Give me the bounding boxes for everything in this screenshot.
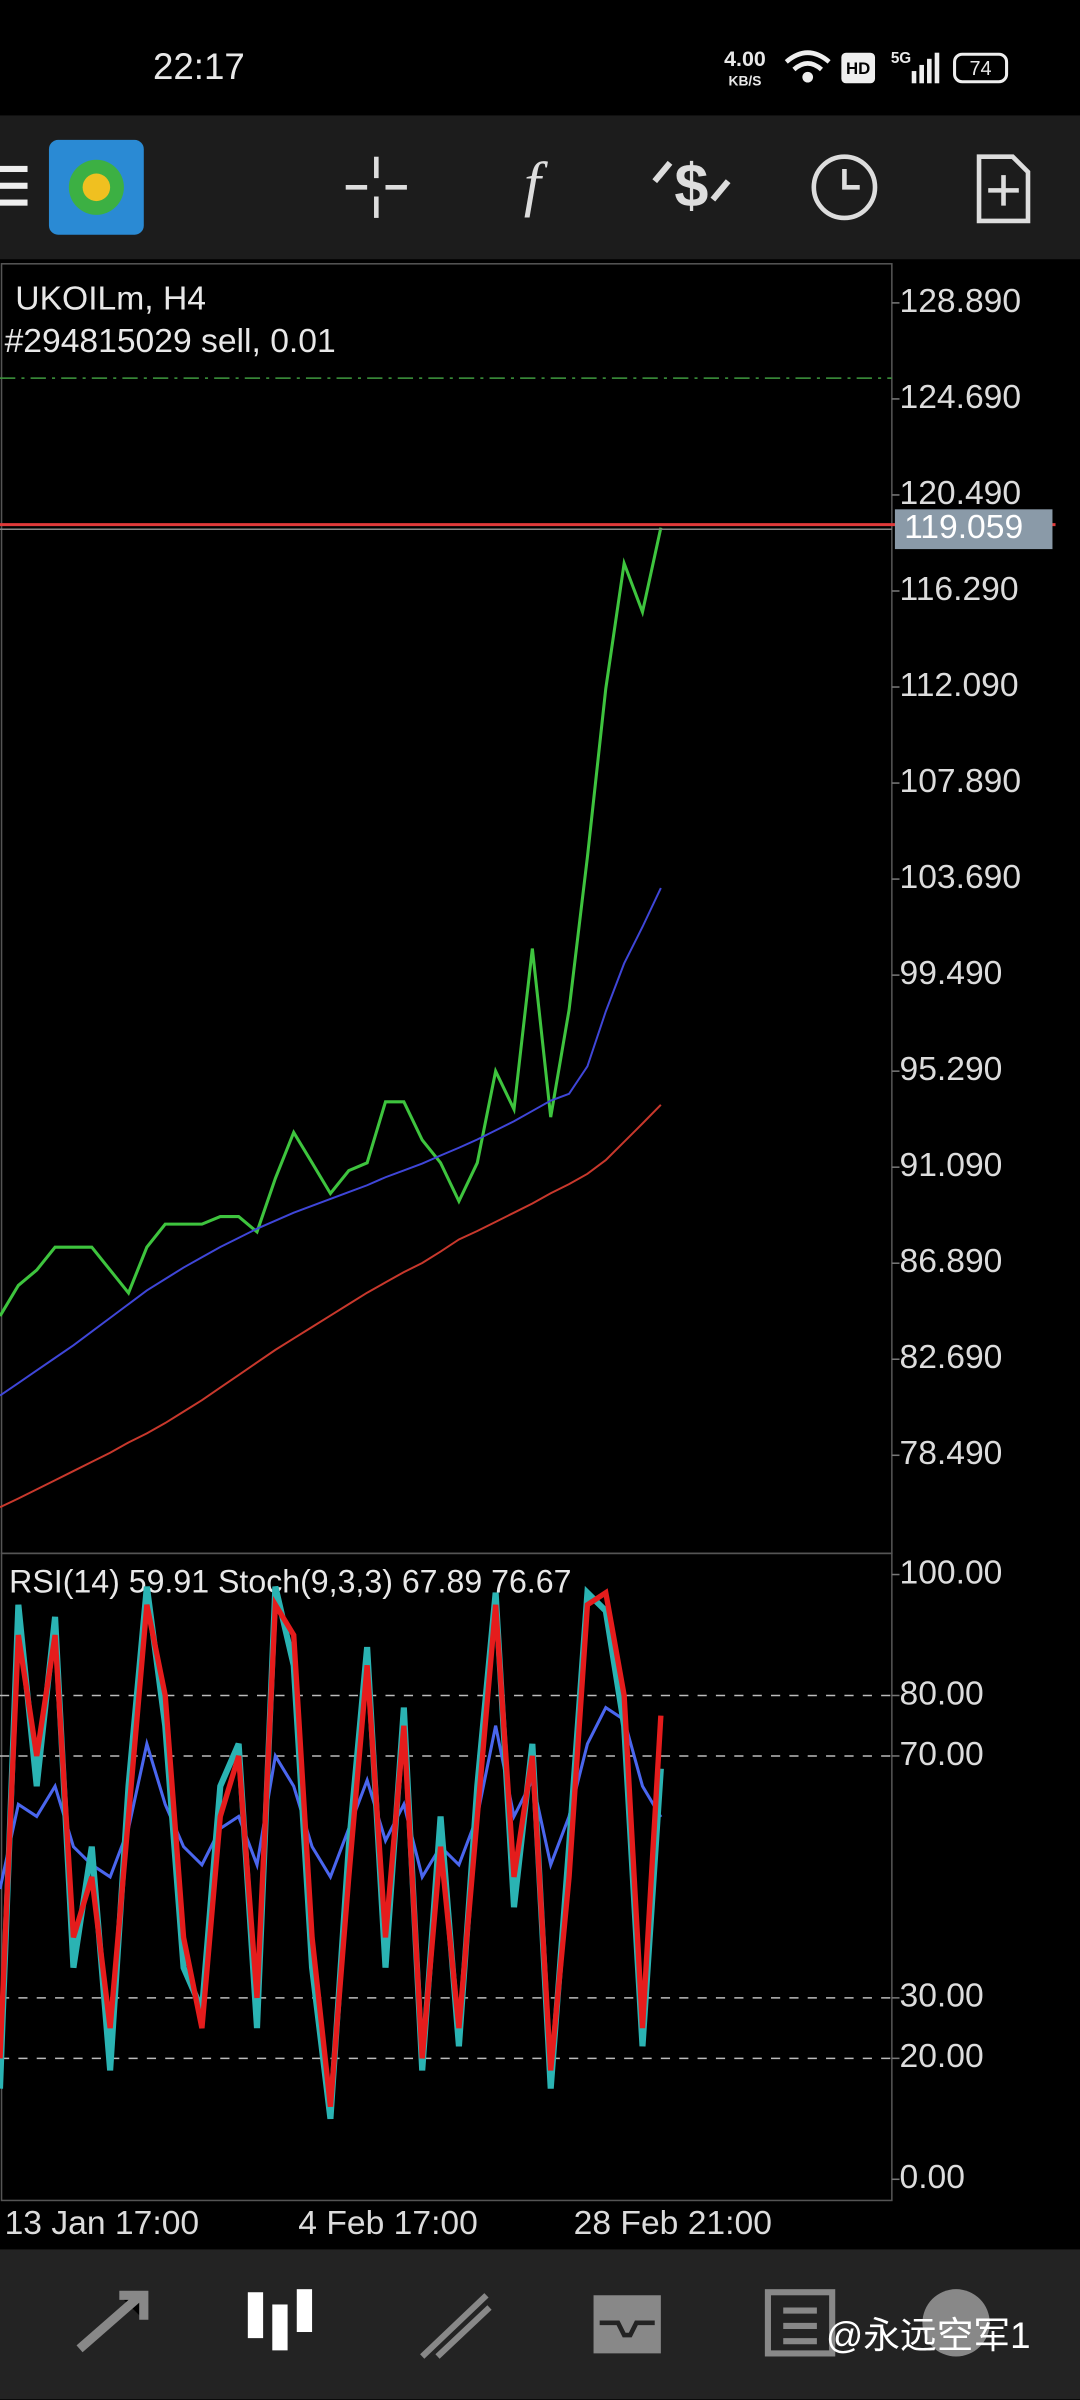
- chart-tab[interactable]: [247, 2289, 313, 2351]
- trade-tab[interactable]: [420, 2293, 492, 2359]
- series-line: [0, 1705, 663, 1890]
- crosshair-button[interactable]: [345, 156, 407, 218]
- oscillator-title: RSI(14) 59.91 Stoch(9,3,3) 67.89 76.67: [9, 1563, 571, 1599]
- y-tick-label: 107.890: [899, 763, 1021, 800]
- x-tick-label: 28 Feb 21:00: [574, 2205, 772, 2242]
- y-tick-label: 91.090: [899, 1147, 1002, 1184]
- net-speed: 4.00: [724, 47, 766, 71]
- y-tick-label: 103.690: [899, 859, 1021, 896]
- y-tick-label: 99.490: [899, 955, 1002, 992]
- price-label-box: [894, 509, 1053, 550]
- order-annotation: #294815029 sell, 0.01: [5, 323, 336, 360]
- network-type: 5G: [891, 50, 911, 67]
- y-tick-label: 112.090: [899, 667, 1018, 704]
- watermark: @永远空军1: [826, 2315, 1030, 2356]
- wifi-icon: [784, 50, 831, 83]
- timeframe-button[interactable]: [811, 154, 878, 221]
- bottom-nav: [0, 2249, 1080, 2400]
- series-line: [0, 1585, 664, 2120]
- add-button[interactable]: [976, 154, 1031, 224]
- battery-icon: [953, 52, 1009, 84]
- signal-icon: [911, 52, 940, 84]
- y-tick-label: 20.00: [899, 2038, 983, 2075]
- y-tick-label: 120.490: [899, 475, 1021, 512]
- y-tick-label: 116.290: [899, 571, 1018, 608]
- chart-title: UKOILm, H4: [15, 280, 206, 317]
- series-line: [0, 1104, 662, 1509]
- history-tab[interactable]: [593, 2295, 661, 2354]
- app-logo[interactable]: [48, 139, 144, 235]
- y-tick-label: 100.00: [899, 1554, 1002, 1591]
- y-tick-label: 82.690: [899, 1339, 1002, 1376]
- y-tick-label: 124.690: [899, 379, 1021, 416]
- y-tick-label: 30.00: [899, 1978, 983, 2015]
- y-tick-label: 0.00: [899, 2159, 964, 2196]
- y-tick-label: 128.890: [899, 283, 1021, 320]
- quotes-tab[interactable]: [76, 2290, 149, 2353]
- settings-tab[interactable]: [922, 2289, 990, 2357]
- net-speed-unit: KB/S: [729, 73, 762, 88]
- y-tick-label: 70.00: [899, 1736, 983, 1773]
- y-tick-label: 80.00: [899, 1675, 983, 1712]
- y-tick-label: 86.890: [899, 1243, 1002, 1280]
- hd-label: HD: [846, 59, 870, 78]
- toolbar: [0, 115, 1080, 260]
- series-line: [0, 527, 663, 1317]
- series-line: [0, 887, 662, 1397]
- battery-level: 74: [970, 58, 992, 80]
- x-tick-label: 4 Feb 17:00: [298, 2205, 478, 2242]
- menu-button[interactable]: [0, 165, 28, 206]
- svg-text:$: $: [674, 152, 708, 220]
- news-tab[interactable]: [764, 2289, 836, 2357]
- trade-button[interactable]: $: [652, 152, 731, 220]
- price-label: 119.059: [904, 509, 1023, 546]
- y-tick-label: 95.290: [899, 1051, 1002, 1088]
- series-line: [0, 1588, 664, 2107]
- hd-badge: [841, 52, 876, 84]
- y-tick-label: 78.490: [899, 1435, 1002, 1472]
- x-tick-label: 13 Jan 17:00: [5, 2205, 200, 2242]
- clock: 22:17: [153, 46, 245, 87]
